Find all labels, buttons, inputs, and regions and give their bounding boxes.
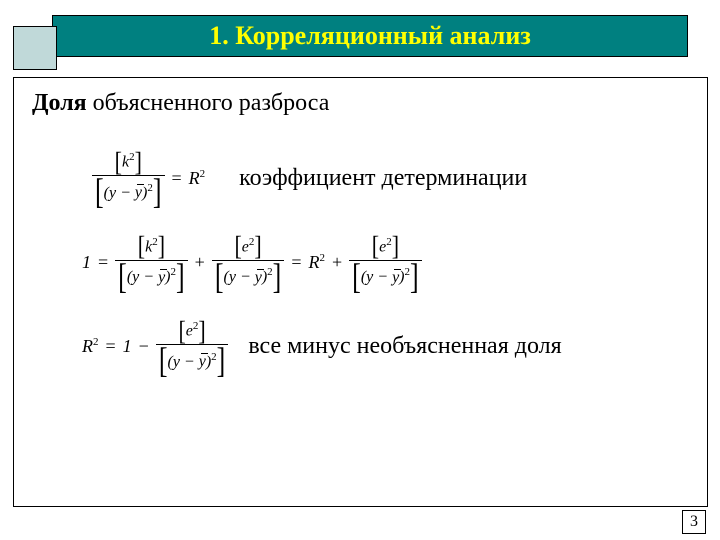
heading-rest: объясненного разброса xyxy=(87,90,330,116)
heading-line: Доля объясненного разброса xyxy=(32,90,689,117)
slide-title: 1. Корреляционный анализ xyxy=(209,21,531,51)
formula-2: 1 = [k2] [(y − y)2] + [e2] [(y − y)2] = … xyxy=(82,233,422,291)
heading-bold: Доля xyxy=(32,90,87,116)
content-area: Доля объясненного разброса [k2] [(y − y)… xyxy=(13,77,708,507)
formula-3: R2 = 1 − [e2] [(y − y)2] xyxy=(82,318,228,376)
formula-row-1: [k2] [(y − y)2] = R2 коэффициент детерми… xyxy=(92,149,689,207)
page-number: 3 xyxy=(682,510,706,534)
formula-row-2: 1 = [k2] [(y − y)2] + [e2] [(y − y)2] = … xyxy=(82,233,689,291)
slide: 1. Корреляционный анализ Доля объясненно… xyxy=(0,0,720,540)
formula-1: [k2] [(y − y)2] = R2 xyxy=(92,149,205,207)
formula-row-3: R2 = 1 − [e2] [(y − y)2] все минус необъ… xyxy=(82,318,689,376)
title-bar: 1. Корреляционный анализ xyxy=(52,15,688,57)
corner-decoration xyxy=(13,26,57,70)
label-unexplained: все минус необъясненная доля xyxy=(248,331,561,362)
label-determination: коэффициент детерминации xyxy=(239,165,527,192)
